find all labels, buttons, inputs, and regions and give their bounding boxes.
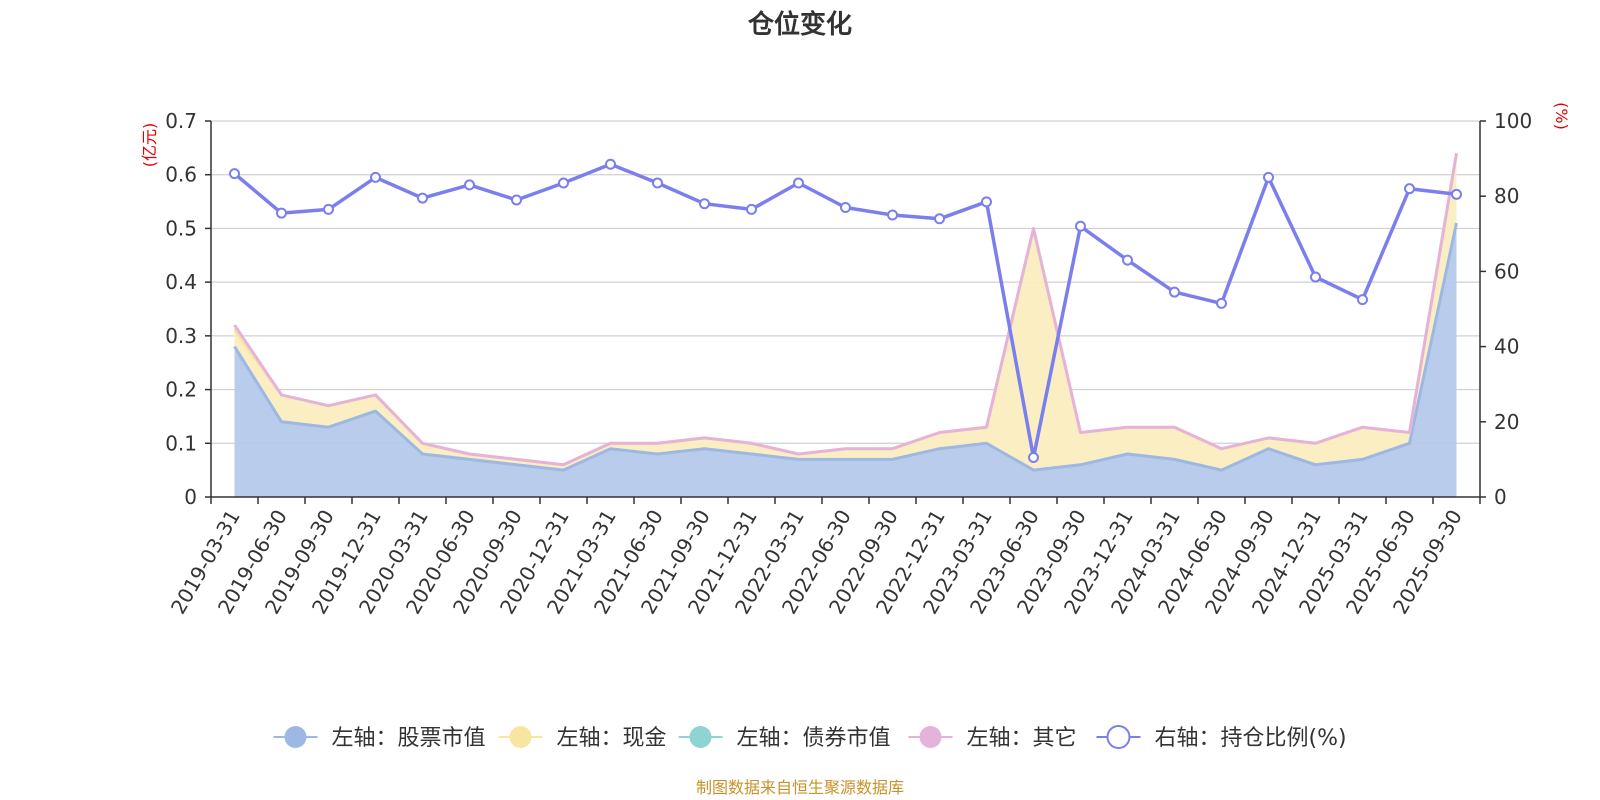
right-axis-tick-label: 0 bbox=[1494, 485, 1507, 509]
ratio-point bbox=[464, 179, 475, 191]
outline-左轴：其它 bbox=[233, 152, 1458, 467]
legend-item: 左轴：现金 bbox=[498, 726, 667, 751]
left-axis-tick-label: 0 bbox=[184, 485, 197, 509]
ratio-point bbox=[746, 203, 757, 215]
ratio-point bbox=[276, 207, 287, 219]
chart-title: 仓位变化 bbox=[747, 9, 852, 40]
ratio-point bbox=[1216, 297, 1227, 309]
ratio-point bbox=[1310, 271, 1321, 283]
left-axis-tick-label: 0.3 bbox=[165, 324, 197, 348]
right-axis-tick-label: 60 bbox=[1494, 259, 1519, 283]
ratio-point bbox=[370, 171, 381, 183]
legend-label: 左轴：股票市值 bbox=[332, 726, 486, 751]
ratio-point bbox=[1028, 452, 1039, 464]
ratio-point bbox=[793, 177, 804, 189]
right-axis-unit: (%) bbox=[1552, 102, 1571, 130]
axes: 00.10.20.30.40.50.60.70204060801002019-0… bbox=[165, 109, 1532, 618]
ratio-point bbox=[840, 201, 851, 213]
legend-marker bbox=[509, 726, 532, 748]
ratio-point bbox=[605, 158, 616, 170]
legend-label: 左轴：其它 bbox=[967, 726, 1077, 751]
data-source-note: 制图数据来自恒生聚源数据库 bbox=[696, 778, 904, 797]
ratio-point bbox=[1122, 254, 1133, 266]
ratio-point bbox=[1451, 188, 1462, 200]
ratio-point bbox=[1075, 220, 1086, 232]
ratio-point bbox=[558, 177, 569, 189]
legend-marker bbox=[689, 726, 712, 748]
ratio-point bbox=[1263, 171, 1274, 183]
gridlines bbox=[211, 120, 1480, 444]
legend-label: 左轴：现金 bbox=[557, 726, 667, 751]
ratio-point bbox=[511, 194, 522, 206]
legend-marker bbox=[1106, 725, 1131, 749]
left-axis-tick-label: 0.5 bbox=[165, 216, 197, 240]
legend-item: 右轴：持仓比例(%) bbox=[1096, 725, 1347, 751]
legend-label: 左轴：债券市值 bbox=[737, 726, 891, 751]
legend-item: 左轴：债券市值 bbox=[678, 726, 891, 751]
legend-item: 左轴：股票市值 bbox=[273, 726, 486, 751]
ratio-point bbox=[1357, 294, 1368, 306]
ratio-point bbox=[981, 196, 992, 208]
outline-左轴：股票市值 bbox=[233, 222, 1458, 472]
right-axis-tick-label: 80 bbox=[1494, 184, 1519, 208]
legend-marker bbox=[284, 726, 307, 748]
area-左轴：股票市值 bbox=[234, 223, 1457, 497]
legend: 左轴：股票市值 左轴：现金 左轴：债券市值 左轴：其它 右轴：持仓比例(%) bbox=[273, 725, 1347, 751]
ratio-point bbox=[934, 213, 945, 225]
ratio-point bbox=[229, 168, 240, 180]
legend-marker bbox=[919, 726, 942, 748]
legend-item: 左轴：其它 bbox=[908, 726, 1077, 751]
left-axis-tick-label: 0.6 bbox=[165, 163, 197, 187]
ratio-point bbox=[652, 177, 663, 189]
left-axis-unit: (亿元) bbox=[140, 123, 159, 168]
ratio-point bbox=[1404, 183, 1415, 195]
ratio-point bbox=[699, 198, 710, 210]
left-axis-tick-label: 0.2 bbox=[165, 378, 197, 402]
legend-label: 右轴：持仓比例(%) bbox=[1155, 726, 1347, 751]
right-axis-tick-label: 40 bbox=[1494, 335, 1519, 359]
right-axis-tick-label: 20 bbox=[1494, 410, 1519, 434]
left-axis-tick-label: 0.1 bbox=[165, 431, 197, 455]
left-axis-tick-label: 0.4 bbox=[165, 270, 197, 294]
ratio-point bbox=[417, 192, 428, 204]
ratio-points bbox=[229, 158, 1462, 464]
left-axis-tick-label: 0.7 bbox=[165, 109, 197, 133]
ratio-point bbox=[1169, 286, 1180, 298]
ratio-point bbox=[323, 203, 334, 215]
ratio-point bbox=[887, 209, 898, 221]
right-axis-tick-label: 100 bbox=[1494, 109, 1532, 133]
